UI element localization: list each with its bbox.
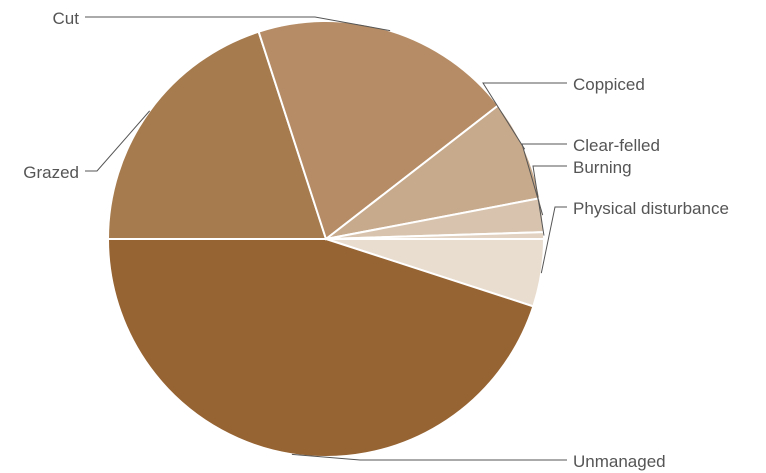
- label-leader-lines: [85, 16, 567, 461]
- pie-slices: [106, 20, 546, 458]
- leader-line-grazed: [85, 110, 151, 172]
- slice-label-burning: Burning: [573, 158, 632, 177]
- leader-line-cut: [85, 16, 391, 32]
- leader-line-coppiced: [482, 82, 567, 150]
- slice-label-grazed: Grazed: [23, 163, 79, 182]
- slice-label-clear-felled: Clear-felled: [573, 136, 660, 155]
- leader-line-unmanaged: [291, 453, 567, 461]
- pie-slice-grazed: [106, 30, 328, 240]
- slice-label-unmanaged: Unmanaged: [573, 452, 666, 471]
- slice-label-physical-disturbance: Physical disturbance: [573, 199, 729, 218]
- slice-labels: Physical disturbance Unmanaged Grazed Cut Co…: [23, 9, 729, 471]
- leader-line-physical-disturbance: [540, 206, 567, 274]
- slice-label-cut: Cut: [53, 9, 80, 28]
- slice-label-coppiced: Coppiced: [573, 75, 645, 94]
- leader-line-burning: [532, 165, 567, 236]
- leader-line-clear-felled: [521, 143, 567, 216]
